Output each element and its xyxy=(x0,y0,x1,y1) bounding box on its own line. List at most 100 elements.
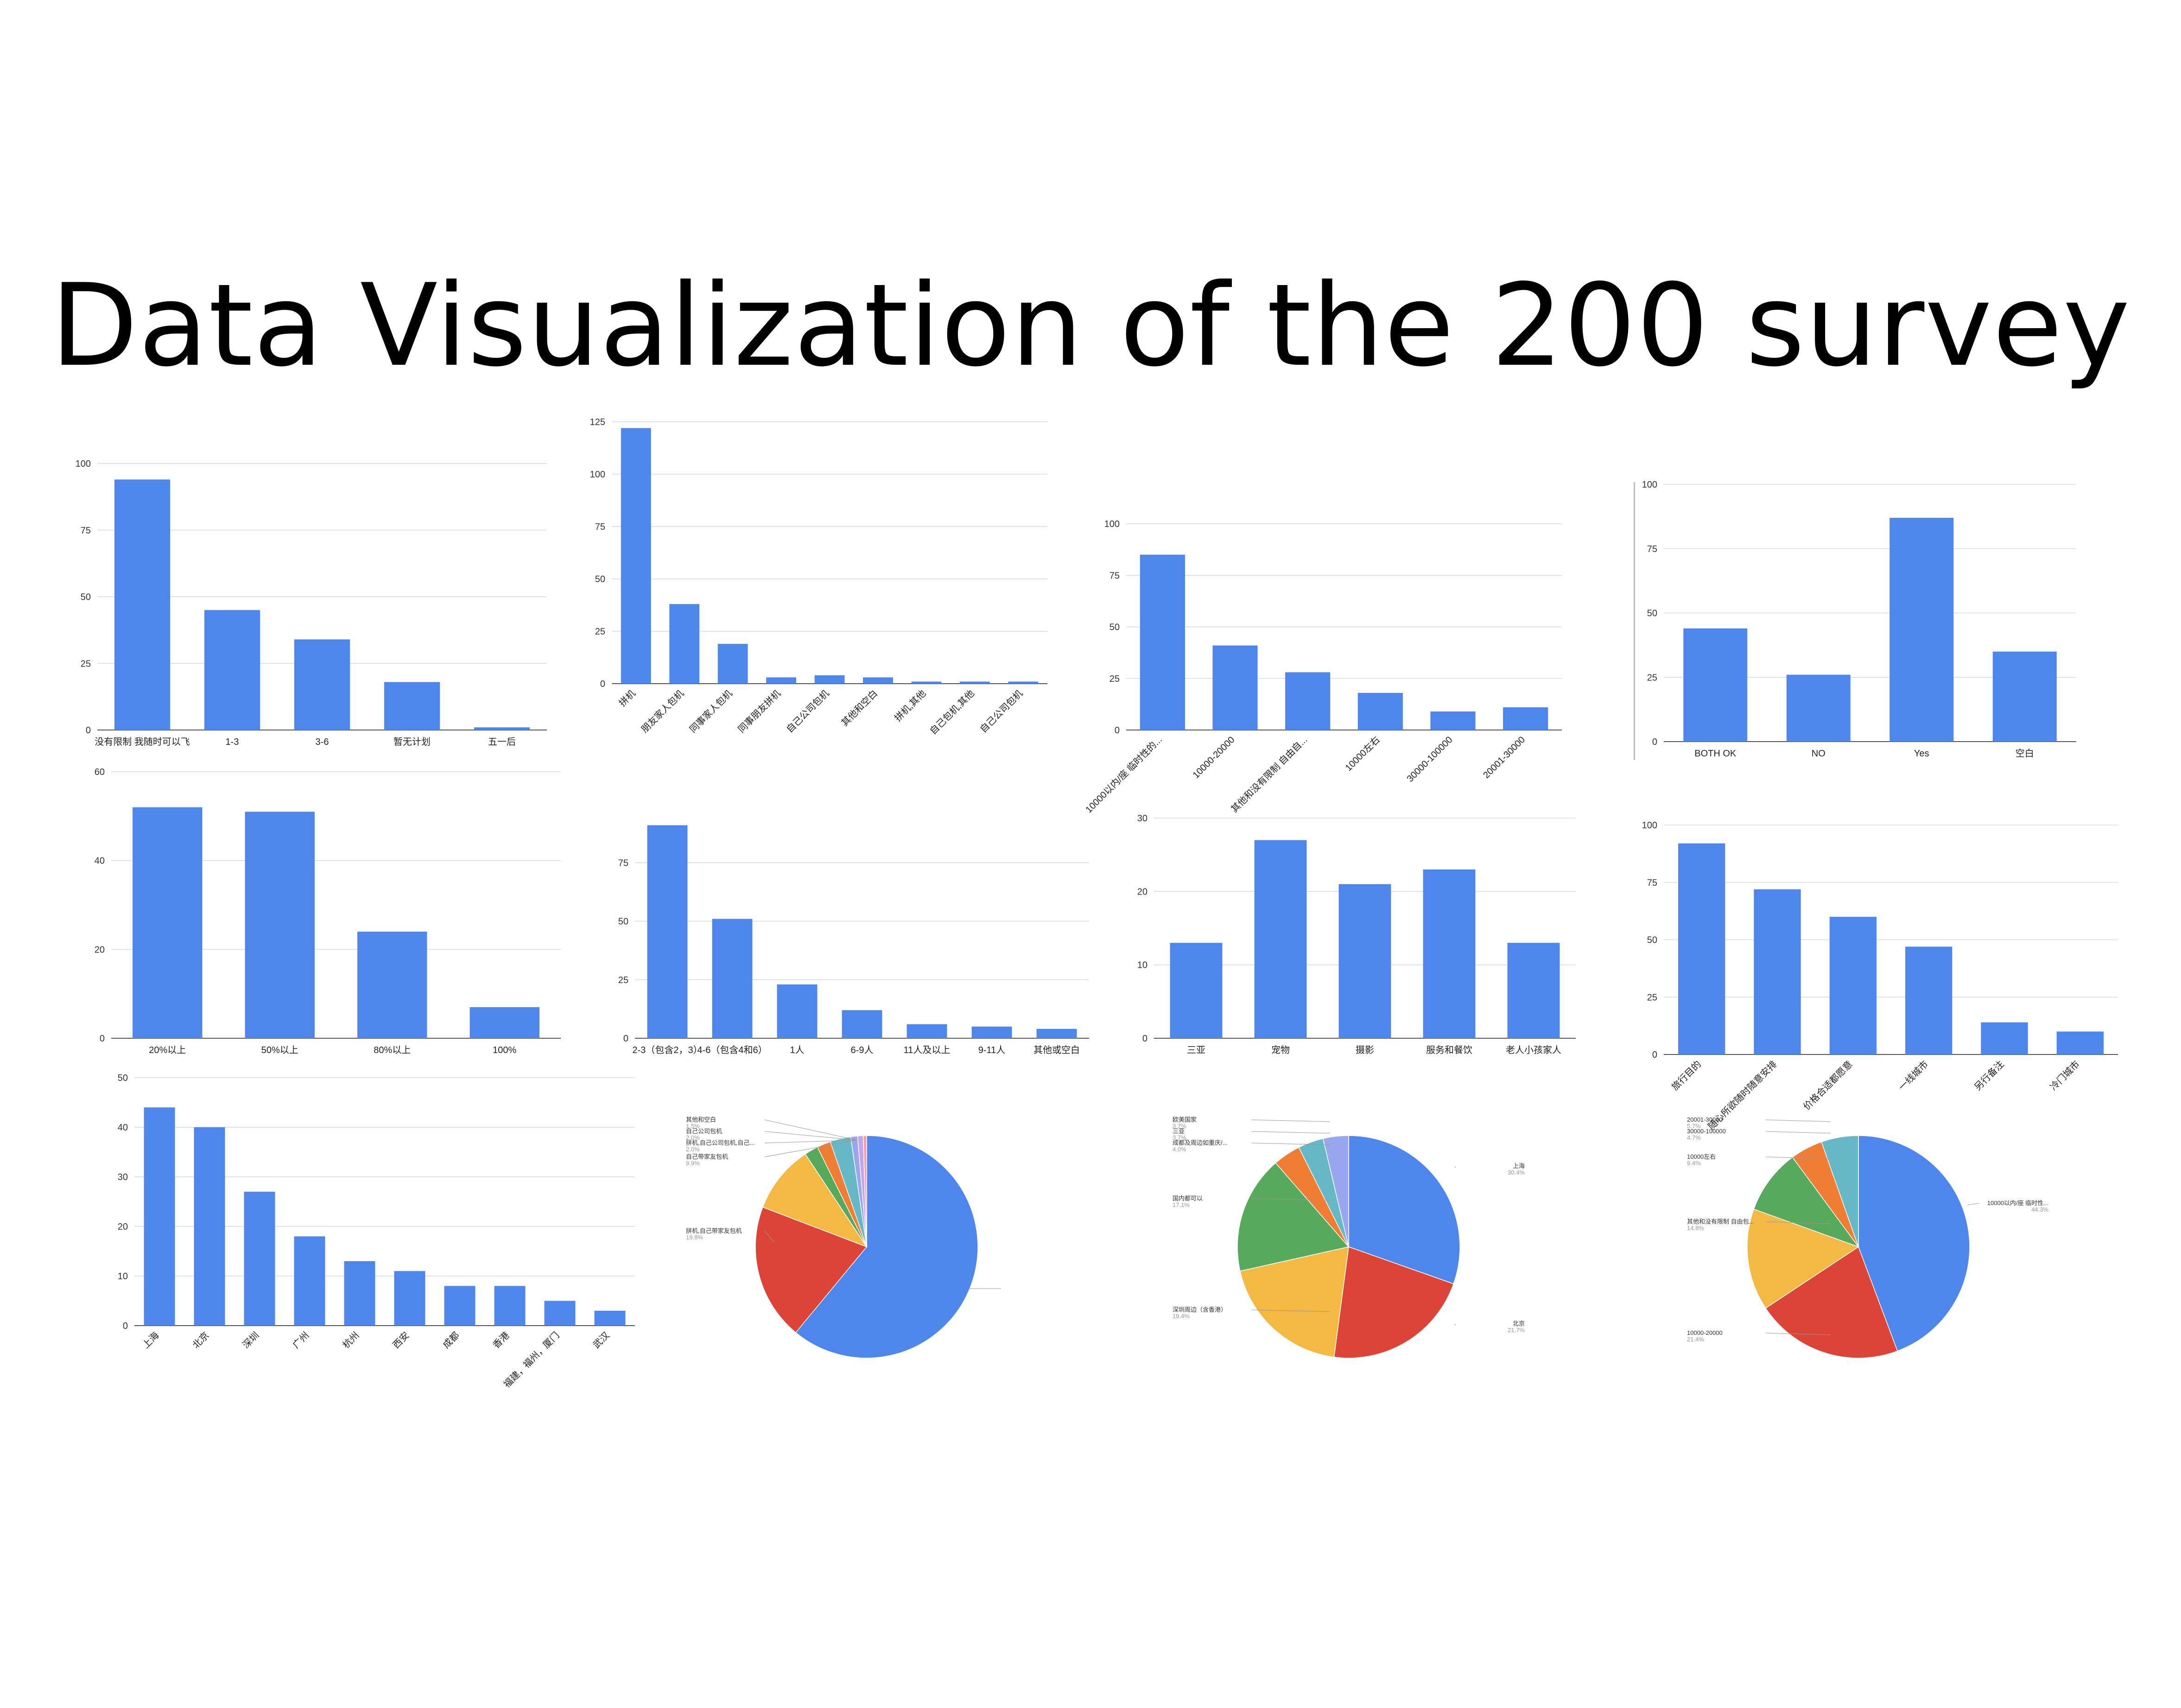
x-tick-label: 80%以上 xyxy=(374,1045,411,1055)
pie-leader-line xyxy=(1967,1203,1979,1206)
x-tick-label: 杭州 xyxy=(341,1330,361,1351)
x-tick-label: 服务和餐饮 xyxy=(1426,1045,1472,1055)
x-tick-label: BOTH OK xyxy=(1694,749,1737,759)
x-tick-label: 6-9人 xyxy=(851,1045,874,1055)
pie-label: 欧美国家 xyxy=(1173,1116,1197,1123)
bar xyxy=(294,639,350,730)
y-tick-label: 50 xyxy=(1647,609,1657,619)
pie-leader-line xyxy=(1765,1221,1831,1224)
pie-pct-label: 19.8% xyxy=(686,1234,703,1241)
x-tick-label: 五一后 xyxy=(488,737,516,747)
pie-label: 拼机,自己带家友包机 xyxy=(686,1227,742,1234)
x-tick-label: 拼机,其他 xyxy=(893,688,928,724)
bar xyxy=(474,727,530,730)
bar xyxy=(911,681,942,684)
pie-leader-line xyxy=(1251,1119,1331,1122)
y-tick-label: 100 xyxy=(1104,519,1120,529)
x-tick-label: 成都 xyxy=(441,1330,462,1351)
bar xyxy=(766,677,796,684)
bar xyxy=(1503,707,1548,730)
pie-slice xyxy=(862,1135,867,1247)
x-tick-label: 其他和空白 xyxy=(839,688,880,728)
x-tick-label: 30000-100000 xyxy=(1405,735,1455,784)
y-tick-label: 40 xyxy=(95,856,105,866)
page-title: Data Visualization of the 200 survey xyxy=(50,260,2131,392)
bar xyxy=(384,682,440,730)
y-tick-label: 100 xyxy=(590,470,605,480)
y-tick-label: 0 xyxy=(1652,1050,1657,1060)
bar-chart-3: 0 25 50 75 100 10000以内/座 临时性的... 10000-20000 其他… xyxy=(1084,517,1566,815)
bar xyxy=(621,428,651,684)
pie-leader-line xyxy=(1765,1333,1831,1335)
bar-chart-9: 0 10 20 30 40 50 上海 北京 深圳 广州 杭州 西安 成都 香港 福建，福州，厦门 武汉 xyxy=(102,1071,640,1395)
bar xyxy=(717,644,748,684)
pie-pct-label: 17.1% xyxy=(1173,1201,1190,1208)
y-tick-label: 0 xyxy=(100,1034,105,1044)
x-tick-label: 旅行目的 xyxy=(1669,1059,1703,1092)
bar xyxy=(1285,672,1331,730)
pie-label: 自己带家友包机 xyxy=(686,1153,728,1160)
bar xyxy=(712,919,753,1038)
bar xyxy=(244,1192,275,1326)
pie-label: 三亚 xyxy=(1173,1128,1185,1135)
pie-slice xyxy=(1237,1162,1350,1272)
pie-leader-line xyxy=(1251,1309,1331,1312)
pie-label: 国内都可以 xyxy=(1173,1195,1203,1202)
bar xyxy=(594,1310,626,1326)
bar-chart-6: 0 25 50 75 2-3（包含2，3） 4-6（包含4和6） 1人 6-9人 11人及以上 9… xyxy=(602,797,1094,1061)
bar xyxy=(144,1107,175,1326)
y-tick-label: 50 xyxy=(118,1073,128,1083)
x-tick-label: 香港 xyxy=(491,1330,512,1351)
x-tick-label: 10000以内/座 临时性的... xyxy=(1084,734,1164,815)
pie-label: 其他和没有限制 自由包... xyxy=(1687,1218,1754,1225)
bar xyxy=(1212,645,1258,730)
bar-chart-8: 0 25 50 75 100 旅行目的 随心所欲随时随意安排 价格合适都愿意 一线城市 另行备注冷… xyxy=(1631,818,2123,1132)
x-tick-label: 同事家人包机 xyxy=(688,688,735,735)
bar xyxy=(907,1024,947,1038)
y-tick-label: 0 xyxy=(123,1321,128,1331)
pie-slice xyxy=(1753,1156,1860,1248)
bar xyxy=(444,1286,476,1326)
x-tick-label: 北京 xyxy=(190,1330,211,1351)
x-tick-label: 1人 xyxy=(790,1045,804,1055)
x-tick-label: 冷门城市 xyxy=(2048,1059,2082,1092)
x-tick-label: 一线城市 xyxy=(1896,1059,1930,1092)
y-tick-label: 10 xyxy=(118,1271,128,1282)
x-tick-label: 另行备注 xyxy=(1972,1059,2006,1092)
y-tick-label: 10 xyxy=(1137,960,1148,971)
bar xyxy=(1036,1029,1077,1038)
bar xyxy=(344,1261,375,1326)
y-tick-label: 0 xyxy=(600,679,605,689)
y-tick-label: 25 xyxy=(595,627,605,637)
bar xyxy=(777,984,818,1038)
bar xyxy=(1786,674,1851,742)
pie-label: 深圳周边（含香港） xyxy=(1173,1306,1227,1313)
bar xyxy=(469,1007,539,1038)
x-tick-label: 10000-20000 xyxy=(1191,735,1237,781)
y-tick-label: 60 xyxy=(95,767,105,777)
pie-label: 成都及周边如重庆/... xyxy=(1173,1139,1227,1146)
pie-label: 20001-30000 xyxy=(1687,1116,1723,1123)
bar xyxy=(394,1271,425,1326)
x-tick-label: 空白 xyxy=(2016,748,2034,759)
x-tick-label: 其他或空白 xyxy=(1033,1045,1080,1055)
pie-slice xyxy=(1858,1135,1970,1352)
x-tick-label: 老人小孩家人 xyxy=(1506,1045,1561,1055)
bar-chart-4: 0 25 50 75 100 BOTH OK NO Yes 空白 xyxy=(1631,477,2081,765)
pie-pct-label: 19.4% xyxy=(1173,1313,1190,1320)
pie-label: 自己公司包机 xyxy=(686,1128,722,1135)
pie-slice xyxy=(1821,1135,1859,1247)
bar xyxy=(1140,554,1185,730)
x-tick-label: 自己公司包机 xyxy=(784,688,831,735)
x-tick-label: 同事朋友拼机 xyxy=(736,688,783,735)
x-tick-label: 拼机 xyxy=(617,688,638,709)
bar xyxy=(114,479,171,730)
x-tick-label: 20001-30000 xyxy=(1481,735,1527,781)
y-tick-label: 75 xyxy=(618,858,628,868)
x-tick-label: 100% xyxy=(493,1045,516,1055)
bar xyxy=(669,604,700,684)
x-tick-label: 西安 xyxy=(391,1330,412,1351)
y-tick-label: 100 xyxy=(76,459,91,469)
pie-chart-3: 20001-30000 5.7% 30000-100000 4.7% 10000左右 9.… xyxy=(1678,1112,2062,1372)
bar xyxy=(1754,889,1801,1054)
